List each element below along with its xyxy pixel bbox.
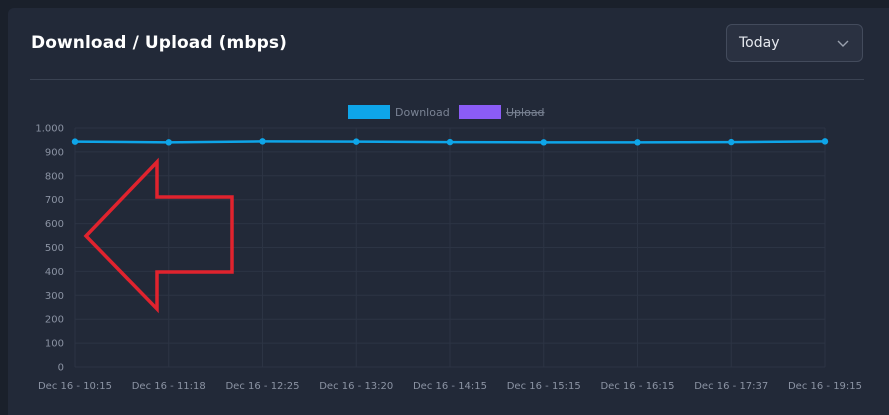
x-axis-ticks: Dec 16 - 10:15 Dec 16 - 11:18 Dec 16 - 12:… xyxy=(38,381,862,392)
x-tick-label: Dec 16 - 19:15 xyxy=(788,381,862,392)
x-tick-label: Dec 16 - 15:15 xyxy=(507,381,581,392)
data-point[interactable] xyxy=(259,138,266,145)
x-tick-label: Dec 16 - 10:15 xyxy=(38,381,112,392)
y-axis-ticks: 0 100 200 300 400 500 600 700 800 900 1.000 xyxy=(35,124,64,374)
data-point[interactable] xyxy=(353,138,360,145)
y-tick-label: 1.000 xyxy=(35,124,64,135)
legend-item-download[interactable]: Download xyxy=(348,105,450,119)
legend-swatch xyxy=(459,105,501,119)
chevron-down-icon xyxy=(837,40,849,47)
card-header: Download / Upload (mbps) Today xyxy=(8,8,889,80)
y-tick-label: 300 xyxy=(45,291,64,302)
data-point[interactable] xyxy=(540,139,547,146)
y-tick-label: 200 xyxy=(45,315,64,326)
y-tick-label: 900 xyxy=(45,147,64,158)
x-tick-label: Dec 16 - 11:18 xyxy=(132,381,206,392)
y-tick-label: 500 xyxy=(45,243,64,254)
x-tick-label: Dec 16 - 13:20 xyxy=(319,381,393,392)
annotation-arrow xyxy=(83,157,234,314)
chart-series xyxy=(71,138,829,146)
data-point[interactable] xyxy=(446,138,454,146)
data-point[interactable] xyxy=(728,138,735,146)
data-point[interactable] xyxy=(71,138,79,145)
card-title: Download / Upload (mbps) xyxy=(31,33,287,53)
y-tick-label: 800 xyxy=(45,171,64,182)
legend-item-upload[interactable]: Upload xyxy=(459,105,545,119)
chart-legend: Download Upload xyxy=(348,105,545,119)
x-tick-label: Dec 16 - 16:15 xyxy=(600,381,674,392)
range-select-value: Today xyxy=(739,35,780,51)
legend-label: Download xyxy=(395,106,450,119)
chart-grid xyxy=(74,127,826,368)
data-point[interactable] xyxy=(821,138,829,145)
range-select[interactable]: Today xyxy=(726,24,863,62)
y-tick-label: 400 xyxy=(45,267,64,278)
download-upload-card: Download / Upload (mbps) Today xyxy=(8,8,889,415)
x-tick-label: Dec 16 - 12:25 xyxy=(225,381,299,392)
y-tick-label: 100 xyxy=(45,339,64,350)
header-divider xyxy=(30,79,864,80)
y-tick-label: 0 xyxy=(58,363,64,374)
y-tick-label: 600 xyxy=(45,219,64,230)
data-point[interactable] xyxy=(165,139,172,146)
arrow-shape xyxy=(83,157,234,314)
x-tick-label: Dec 16 - 17:37 xyxy=(694,381,768,392)
data-point[interactable] xyxy=(634,139,641,146)
legend-swatch xyxy=(348,105,390,119)
x-tick-label: Dec 16 - 14:15 xyxy=(413,381,487,392)
legend-label: Upload xyxy=(506,106,545,119)
y-tick-label: 700 xyxy=(45,195,64,206)
